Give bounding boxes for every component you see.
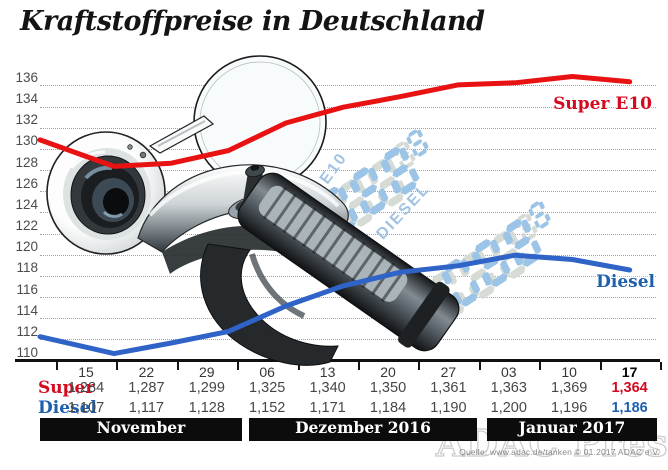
source-note: Quelle: www.adac.de/tanken © 01.2017 ADA… [459, 447, 660, 457]
trigger-guard [200, 243, 339, 366]
price-cell: 1,196 [551, 400, 588, 416]
date-label: 17 [621, 364, 638, 380]
row-label-diesel: Diesel [38, 398, 97, 418]
y-axis-label: 120 [15, 239, 38, 255]
gridline-128 [40, 170, 656, 172]
gridline-136 [40, 85, 656, 87]
y-axis-label: 112 [16, 323, 38, 339]
price-cell: 1,190 [430, 400, 467, 416]
y-axis-label: 114 [16, 302, 38, 318]
series-label-super-e10: Super E10 [553, 94, 652, 114]
x-axis-line [15, 359, 660, 362]
date-label: 27 [440, 364, 457, 380]
price-cell: 1,340 [309, 380, 346, 396]
gridline-132 [40, 127, 656, 129]
price-cell: 1,325 [249, 380, 286, 396]
y-axis-label: 126 [15, 175, 38, 191]
date-label: 20 [380, 364, 396, 380]
price-cell: 1,200 [490, 400, 527, 416]
x-axis-tick [237, 362, 240, 370]
spout-ring [46, 131, 166, 255]
date-label: 22 [138, 364, 155, 380]
x-axis-tick [478, 362, 481, 370]
gridline-112 [40, 339, 656, 341]
price-cell: 1,369 [551, 380, 588, 396]
price-cell: 1,117 [128, 400, 164, 416]
y-axis-label: 130 [15, 133, 38, 149]
y-axis-label: 118 [16, 260, 38, 276]
date-label: 15 [78, 364, 94, 380]
y-axis-label: 128 [15, 154, 38, 170]
page-title: Kraftstoffpreise in Deutschland [20, 6, 485, 37]
x-axis-tick [660, 362, 662, 370]
y-axis-label: 134 [15, 91, 38, 107]
month-bar: November [40, 418, 242, 441]
price-line-diesel [37, 252, 633, 357]
x-axis-tick [116, 362, 119, 370]
price-cell: 1,364 [611, 380, 648, 396]
x-axis-tick [358, 362, 360, 370]
price-cell: 1,171 [309, 400, 346, 416]
x-axis-tick [56, 362, 58, 370]
price-cell: 1,361 [430, 380, 467, 396]
month-bar: Januar 2017 [487, 418, 657, 441]
price-cell: 1,107 [67, 400, 105, 416]
price-cell: 1,152 [249, 400, 286, 416]
price-line-super [37, 74, 633, 169]
price-cell: 1,186 [611, 400, 648, 416]
x-axis-tick [176, 362, 179, 370]
gridline-130 [40, 148, 656, 150]
gridline-114 [40, 318, 656, 320]
date-label: 03 [501, 364, 517, 380]
gridline-126 [40, 191, 656, 193]
y-axis-label: 136 [15, 69, 38, 85]
price-cell: 1,299 [188, 380, 225, 396]
month-bar: Dezember 2016 [249, 418, 477, 441]
y-axis-label: 132 [15, 112, 38, 128]
price-cell: 1,363 [490, 380, 527, 396]
price-cell: 1,184 [369, 400, 407, 416]
y-axis-label: 122 [15, 218, 38, 234]
date-label: 10 [561, 364, 577, 380]
hang-hook [148, 115, 215, 154]
grip-handle [237, 172, 460, 352]
x-axis-tick [599, 362, 602, 370]
date-label: 29 [199, 364, 215, 380]
y-axis-label: 124 [15, 196, 38, 212]
price-cell: 1,128 [188, 400, 225, 416]
date-label: 06 [259, 364, 275, 380]
price-cell: 1,350 [369, 380, 407, 396]
x-axis-tick [539, 362, 542, 370]
price-cell: 1,287 [128, 380, 165, 396]
y-axis-label: 116 [16, 281, 38, 297]
row-label-super: Super [38, 378, 95, 398]
x-axis-tick [297, 362, 300, 370]
series-label-diesel: Diesel [596, 272, 655, 292]
y-axis-label: 110 [16, 345, 38, 360]
x-axis-tick [418, 362, 421, 370]
price-cell: 1,284 [67, 380, 105, 396]
date-label: 13 [319, 364, 336, 380]
